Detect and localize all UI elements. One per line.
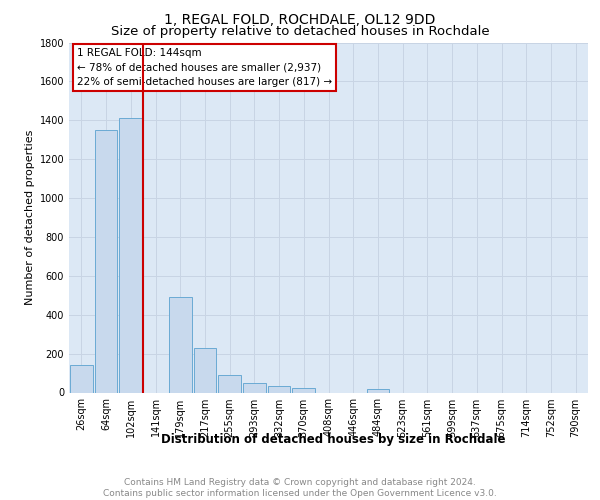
Bar	[367, 388, 389, 392]
Text: Size of property relative to detached houses in Rochdale: Size of property relative to detached ho…	[110, 25, 490, 38]
Bar	[243, 383, 266, 392]
Bar	[268, 386, 290, 392]
Text: Contains HM Land Registry data © Crown copyright and database right 2024.
Contai: Contains HM Land Registry data © Crown c…	[103, 478, 497, 498]
Text: 1 REGAL FOLD: 144sqm
← 78% of detached houses are smaller (2,937)
22% of semi-de: 1 REGAL FOLD: 144sqm ← 78% of detached h…	[77, 48, 332, 88]
Y-axis label: Number of detached properties: Number of detached properties	[25, 130, 35, 305]
Bar	[218, 375, 241, 392]
Bar	[95, 130, 118, 392]
Bar	[70, 366, 93, 392]
Bar	[169, 297, 191, 392]
Bar	[119, 118, 142, 392]
Text: 1, REGAL FOLD, ROCHDALE, OL12 9DD: 1, REGAL FOLD, ROCHDALE, OL12 9DD	[164, 12, 436, 26]
Bar	[292, 388, 315, 392]
Text: Distribution of detached houses by size in Rochdale: Distribution of detached houses by size …	[161, 432, 505, 446]
Bar	[194, 348, 216, 393]
